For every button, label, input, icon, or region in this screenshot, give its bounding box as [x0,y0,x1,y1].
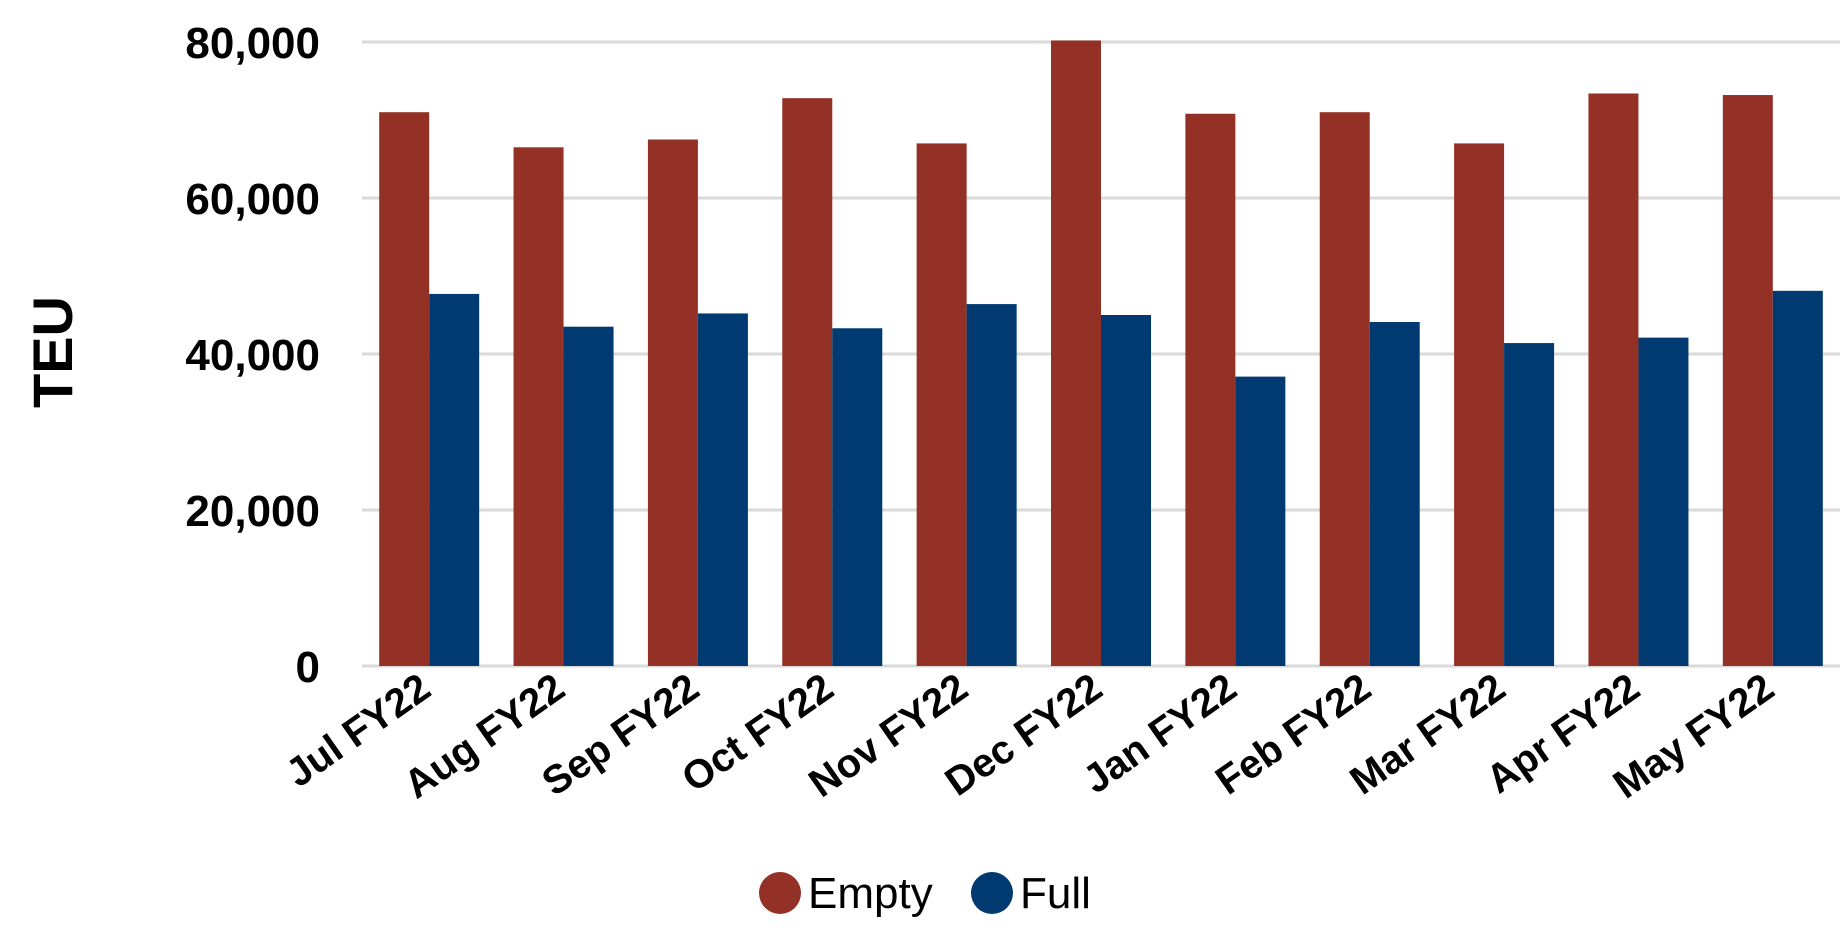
bar-full-jul-fy22 [429,293,480,666]
bar-empty-feb-fy22 [1319,112,1370,666]
bar-full-nov-fy22 [966,304,1017,666]
bar-empty-oct-fy22 [782,98,833,666]
bar-empty-apr-fy22 [1588,93,1639,667]
bar-full-dec-fy22 [1101,315,1151,666]
bar-full-jan-fy22 [1235,376,1286,666]
bar-empty-aug-fy22 [513,147,564,667]
bar-empty-jan-fy22 [1185,113,1236,666]
y-tick-label: 60,000 [185,175,320,224]
y-tick-label: 80,000 [185,19,320,68]
bars [379,40,1823,667]
bar-empty-may-fy22 [1722,95,1773,667]
bar-full-mar-fy22 [1504,343,1555,666]
bar-full-may-fy22 [1772,290,1823,666]
y-tick-label: 0 [296,643,320,692]
legend-label-empty: Empty [808,869,933,918]
legend: Empty Full [759,869,1091,918]
bar-empty-mar-fy22 [1454,143,1505,666]
y-tick-label: 40,000 [185,331,320,380]
y-axis-ticks: 0 20,000 40,000 60,000 80,000 [185,19,320,692]
y-axis-title: TEU [21,296,84,408]
legend-swatch-empty [759,872,801,914]
bar-full-apr-fy22 [1638,337,1689,666]
bar-full-aug-fy22 [563,326,614,666]
y-tick-label: 20,000 [185,487,320,536]
legend-label-full: Full [1020,869,1091,918]
bar-empty-sep-fy22 [647,139,698,666]
bar-full-oct-fy22 [832,328,883,666]
legend-swatch-full [971,872,1013,914]
bar-empty-dec-fy22 [1051,40,1101,666]
bar-empty-nov-fy22 [916,143,967,666]
bar-empty-jul-fy22 [379,112,430,666]
bar-full-feb-fy22 [1369,322,1420,666]
bar-full-sep-fy22 [697,313,748,666]
